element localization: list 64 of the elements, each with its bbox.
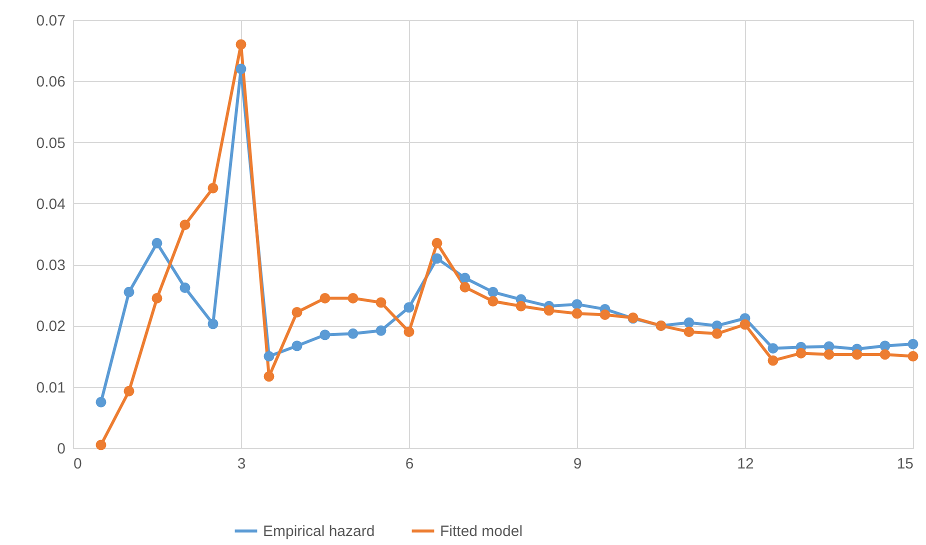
point — [180, 282, 190, 294]
point — [376, 297, 386, 308]
point — [348, 292, 358, 304]
point — [796, 348, 806, 358]
x-tick-label: 12 — [737, 456, 754, 472]
point — [712, 328, 722, 339]
point — [600, 309, 610, 320]
x-tick-label: 9 — [573, 456, 582, 472]
y-tick-label: 0.06 — [36, 74, 66, 91]
point — [684, 326, 694, 338]
point — [152, 292, 162, 304]
point — [880, 349, 890, 360]
point — [432, 253, 442, 264]
point — [544, 305, 554, 316]
point — [152, 238, 162, 248]
point — [572, 308, 582, 319]
y-tick-label: 0.04 — [36, 196, 66, 213]
point — [908, 351, 918, 362]
point — [908, 338, 918, 350]
point — [488, 296, 498, 306]
point — [460, 272, 470, 284]
point — [740, 319, 750, 330]
point — [320, 292, 330, 304]
point — [768, 355, 778, 366]
y-tick-label: 0.02 — [36, 318, 66, 336]
point — [124, 386, 134, 396]
point — [488, 286, 498, 298]
y-tick-label: 0.01 — [36, 379, 66, 396]
point — [684, 317, 694, 328]
point — [572, 299, 582, 310]
point — [264, 351, 274, 362]
point — [292, 307, 302, 318]
point — [460, 282, 470, 292]
point — [404, 326, 414, 338]
y-tick-label: 0.05 — [36, 134, 66, 152]
point — [376, 325, 386, 336]
point — [208, 318, 218, 330]
x-tick-label: 3 — [237, 456, 246, 472]
point — [96, 396, 106, 408]
point — [768, 343, 778, 354]
point — [208, 182, 218, 194]
point — [432, 238, 442, 248]
x-tick-label: 15 — [896, 456, 914, 472]
point — [236, 64, 246, 74]
legend-label: Fitted model — [440, 523, 523, 540]
point — [292, 340, 302, 352]
legend-label: Empirical hazard — [263, 523, 375, 540]
x-tick-label: 6 — [405, 456, 414, 472]
point — [852, 349, 862, 360]
point — [516, 300, 526, 312]
point — [824, 349, 834, 360]
y-tick-label: 0.07 — [36, 12, 66, 30]
point — [96, 440, 106, 450]
point — [124, 286, 134, 298]
point — [236, 39, 246, 50]
y-tick-label: 0.03 — [36, 257, 66, 274]
point — [320, 330, 330, 340]
x-tick-label: 0 — [74, 456, 82, 472]
point — [180, 220, 190, 230]
point — [348, 328, 358, 339]
point — [404, 302, 414, 313]
point — [880, 340, 890, 352]
point — [264, 371, 274, 382]
y-tick-label: 0 — [57, 440, 66, 458]
